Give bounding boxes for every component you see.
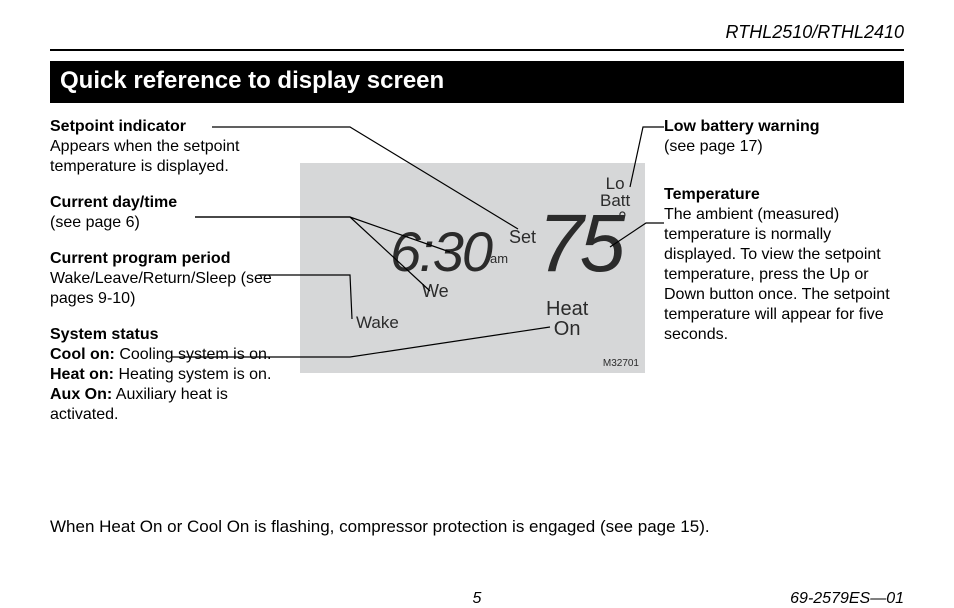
callout-label: System status	[50, 326, 159, 343]
callout-label: Setpoint indicator	[50, 118, 186, 135]
callout-text: (see page 6)	[50, 214, 140, 231]
compressor-note: When Heat On or Cool On is flashing, com…	[50, 517, 710, 537]
lcd-lo-batt: Lo Batt	[600, 175, 630, 209]
thermostat-display: 6:30 am Set We Wake 75 ° Heat On Lo Batt…	[300, 163, 645, 373]
callout-text: (see page 17)	[664, 138, 763, 155]
status-heat-text: Heating system is on.	[114, 366, 271, 383]
lcd-ref: M32701	[603, 358, 639, 369]
callout-temperature: Temperature The ambient (measured) tempe…	[664, 185, 904, 345]
lcd-ampm: am	[490, 251, 508, 266]
page-title: Quick reference to display screen	[50, 61, 904, 103]
callout-setpoint: Setpoint indicator Appears when the setp…	[50, 117, 300, 177]
callout-battery: Low battery warning (see page 17)	[664, 117, 904, 157]
lcd-heat-line1: Heat	[546, 298, 588, 320]
lcd-set: Set	[509, 227, 536, 248]
lcd-heat-line2: On	[554, 318, 581, 340]
callout-program: Current program period Wake/Leave/Return…	[50, 249, 300, 309]
lcd-time: 6:30	[390, 219, 491, 284]
status-aux-label: Aux On:	[50, 386, 112, 403]
callout-daytime: Current day/time (see page 6)	[50, 193, 300, 233]
callout-label: Current day/time	[50, 194, 177, 211]
lcd-period: Wake	[356, 313, 399, 333]
callout-text: The ambient (measured) temperature is no…	[664, 206, 890, 343]
doc-number: 69-2579ES—01	[790, 590, 904, 608]
page-number: 5	[50, 590, 904, 608]
lcd-heat-on: Heat On	[546, 299, 588, 339]
callout-label: Low battery warning	[664, 118, 820, 135]
callout-label: Current program period	[50, 250, 230, 267]
model-number: RTHL2510/RTHL2410	[50, 22, 904, 43]
lcd-day: We	[422, 281, 449, 302]
status-cool-text: Cooling system is on.	[115, 346, 272, 363]
lcd-degree: °	[618, 207, 627, 233]
callout-text: Appears when the setpoint temperature is…	[50, 138, 239, 175]
lcd-temp: 75	[538, 197, 621, 291]
divider	[50, 49, 904, 51]
status-heat-label: Heat on:	[50, 366, 114, 383]
callout-text: Wake/Leave/Return/Sleep (see pages 9-10)	[50, 270, 272, 307]
callout-status: System status Cool on: Cooling system is…	[50, 325, 300, 425]
lcd-lo-line2: Batt	[600, 191, 630, 210]
status-cool-label: Cool on:	[50, 346, 115, 363]
callout-label: Temperature	[664, 186, 760, 203]
